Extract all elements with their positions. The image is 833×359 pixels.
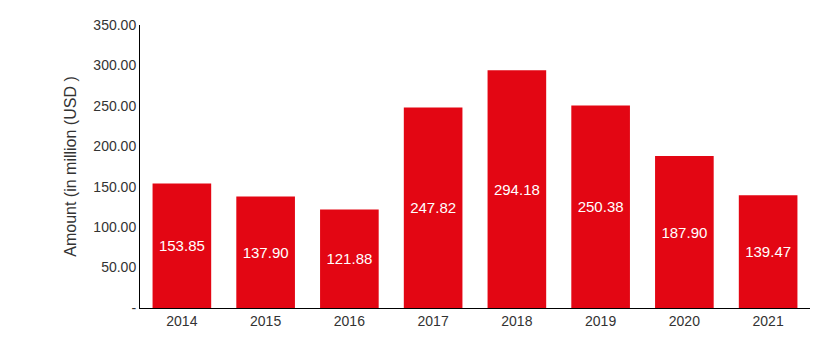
svg-text:2017: 2017: [418, 313, 449, 329]
svg-text:150.00: 150.00: [93, 179, 136, 195]
svg-text:187.90: 187.90: [661, 224, 707, 241]
svg-text:2015: 2015: [250, 313, 281, 329]
svg-text:294.18: 294.18: [494, 181, 540, 198]
svg-text:2018: 2018: [501, 313, 532, 329]
svg-text:2019: 2019: [585, 313, 616, 329]
svg-text:250.38: 250.38: [578, 198, 624, 215]
svg-text:300.00: 300.00: [93, 57, 136, 73]
svg-text:250.00: 250.00: [93, 98, 136, 114]
svg-text:100.00: 100.00: [93, 219, 136, 235]
svg-text:121.88: 121.88: [326, 250, 372, 267]
svg-text:2014: 2014: [166, 313, 197, 329]
svg-text:2016: 2016: [334, 313, 365, 329]
svg-text:139.47: 139.47: [745, 243, 791, 260]
svg-text:153.85: 153.85: [159, 237, 205, 254]
svg-text:2020: 2020: [669, 313, 700, 329]
svg-text:137.90: 137.90: [243, 244, 289, 261]
svg-text:350.00: 350.00: [93, 17, 136, 33]
svg-text:Amount (in million (USD ): Amount (in million (USD ): [62, 76, 79, 256]
svg-text:-: -: [132, 300, 137, 316]
svg-text:247.82: 247.82: [410, 199, 456, 216]
svg-text:2021: 2021: [753, 313, 784, 329]
svg-text:50.00: 50.00: [101, 259, 136, 275]
svg-text:200.00: 200.00: [93, 138, 136, 154]
